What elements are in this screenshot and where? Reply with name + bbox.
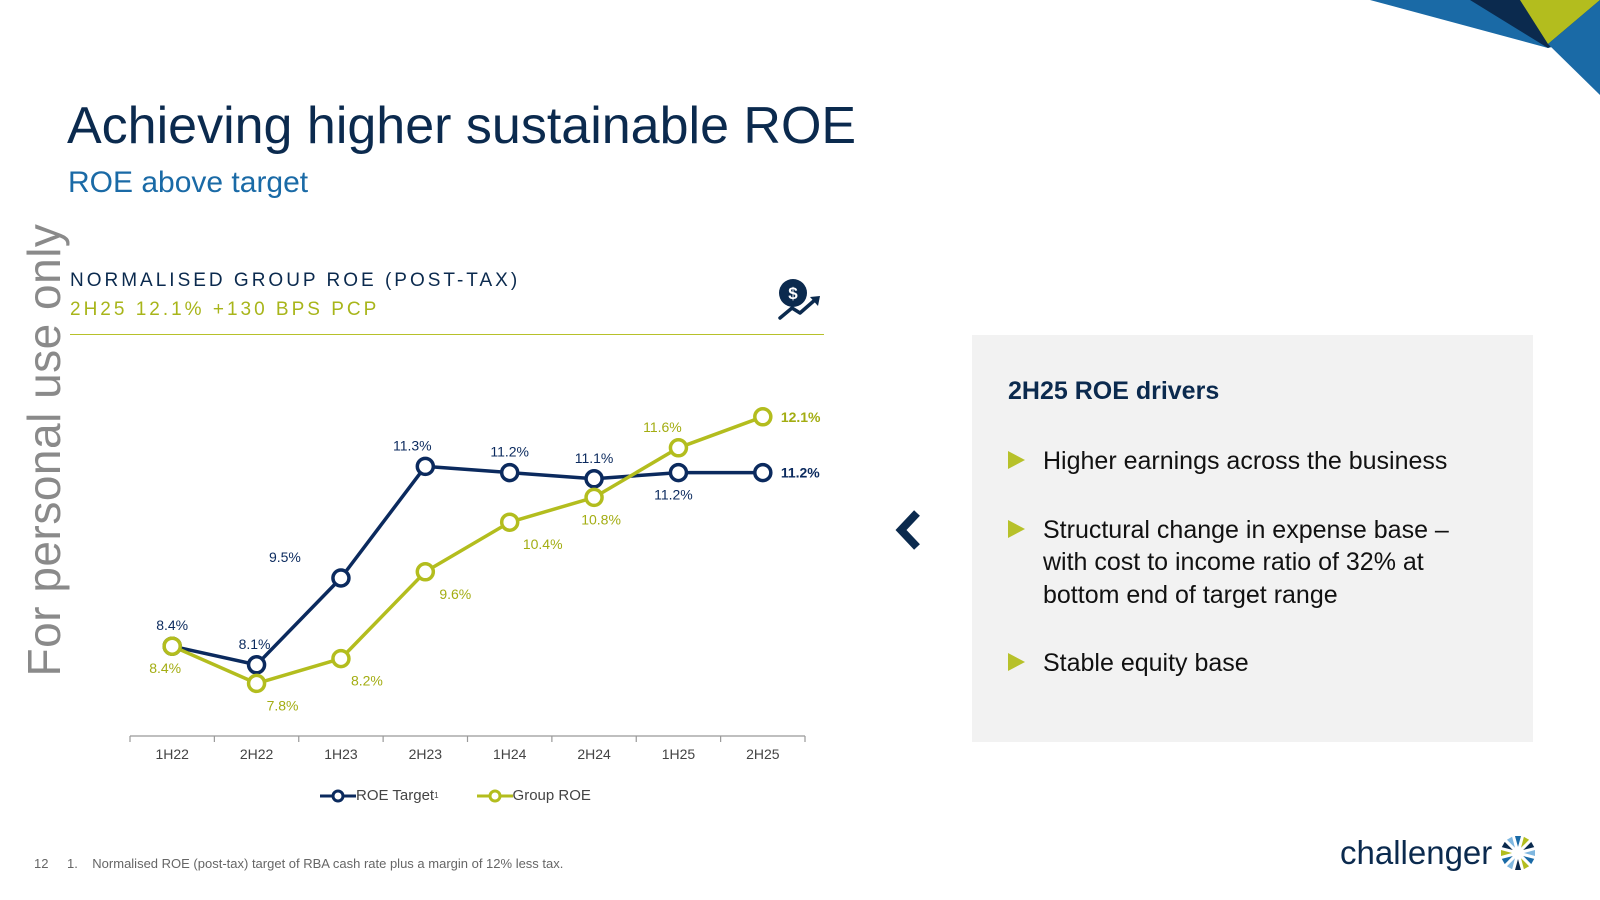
data-label: 8.2% bbox=[351, 673, 383, 689]
x-tick-label: 2H23 bbox=[409, 746, 443, 762]
challenger-logo: challenger bbox=[1340, 833, 1538, 873]
series-point bbox=[246, 673, 267, 694]
page-number: 12 bbox=[34, 856, 49, 871]
chart-subheading: 2H25 12.1% +130 BPS PCP bbox=[70, 299, 380, 320]
data-label: 9.5% bbox=[269, 549, 301, 565]
data-label: 11.1% bbox=[575, 450, 614, 466]
legend-label-group-roe: Group ROE bbox=[512, 787, 591, 804]
series-point bbox=[753, 407, 773, 427]
legend-marker-roe-target bbox=[320, 789, 356, 802]
triangle-bullet-icon bbox=[1008, 451, 1025, 469]
series-point bbox=[331, 568, 351, 588]
logo-star-ray bbox=[1501, 850, 1513, 856]
logo-star-ray bbox=[1507, 858, 1516, 870]
x-tick-label: 2H24 bbox=[577, 746, 611, 762]
logo-star-ray bbox=[1515, 859, 1522, 870]
drivers-item-text: Structural change in expense base – with… bbox=[1043, 515, 1449, 609]
chart-legend: ROE Target 1 Group ROE bbox=[320, 787, 591, 804]
drivers-list-item: Stable equity base bbox=[1008, 647, 1498, 680]
series-point bbox=[415, 456, 436, 477]
x-tick-label: 2H22 bbox=[240, 746, 274, 762]
footnote: 1. Normalised ROE (post-tax) target of R… bbox=[67, 856, 564, 871]
data-label: 11.2% bbox=[781, 465, 820, 481]
logo-star-ray bbox=[1515, 836, 1522, 847]
chart-heading: NORMALISED GROUP ROE (POST-TAX) bbox=[70, 270, 521, 291]
page-subtitle: ROE above target bbox=[68, 166, 309, 199]
drivers-list-item: Higher earnings across the business bbox=[1008, 445, 1498, 478]
x-tick-label: 1H25 bbox=[662, 746, 696, 762]
data-label: 10.4% bbox=[523, 536, 563, 552]
x-tick-label: 1H22 bbox=[155, 746, 189, 762]
legend-label-roe-target: ROE Target bbox=[356, 787, 435, 804]
legend-item-group-roe: Group ROE bbox=[476, 787, 591, 804]
triangle-bullet-icon bbox=[1008, 653, 1025, 671]
series-point bbox=[415, 562, 436, 582]
logo-star-ray bbox=[1502, 856, 1514, 865]
data-label: 10.8% bbox=[581, 511, 621, 527]
chart-x-axis: 1H22 2H22 1H23 2H23 1H24 2H24 1H25 2H25 bbox=[129, 735, 806, 762]
series-point bbox=[246, 655, 267, 675]
logo-star-ray bbox=[1523, 841, 1535, 850]
series-point bbox=[668, 438, 689, 458]
chevron-left-icon bbox=[895, 510, 920, 550]
svg-text:$: $ bbox=[788, 284, 798, 303]
drivers-item-text: Higher earnings across the business bbox=[1043, 447, 1448, 475]
drivers-list: Higher earnings across the business Stru… bbox=[1008, 445, 1498, 716]
series-point bbox=[499, 462, 520, 483]
logo-star-icon bbox=[1501, 836, 1536, 870]
logo-star-ray bbox=[1521, 858, 1530, 870]
drivers-heading: 2H25 ROE drivers bbox=[1008, 377, 1220, 405]
roe-line-chart: 1H22 2H22 1H23 2H23 1H24 2H24 1H25 2H25 8.4% 8.1… bbox=[129, 407, 821, 762]
data-label: 8.4% bbox=[149, 660, 181, 676]
logo-star-ray bbox=[1524, 850, 1536, 856]
x-tick-label: 2H25 bbox=[746, 746, 780, 762]
data-label: 8.1% bbox=[239, 636, 271, 652]
logo-star-ray bbox=[1502, 841, 1514, 850]
chart-series bbox=[162, 407, 773, 694]
legend-item-roe-target: ROE Target 1 bbox=[320, 787, 439, 804]
series-point bbox=[668, 462, 689, 483]
series-point bbox=[499, 512, 520, 532]
series-line-roe-target bbox=[171, 464, 763, 667]
chart-heading-divider bbox=[70, 334, 824, 335]
data-label: 11.6% bbox=[643, 419, 682, 435]
roe-drivers-panel: 2H25 ROE drivers Higher earnings across … bbox=[972, 335, 1533, 742]
data-label: 11.2% bbox=[654, 487, 693, 503]
logo-star-ray bbox=[1507, 836, 1516, 848]
logo-star-ray bbox=[1521, 836, 1530, 848]
x-tick-label: 1H23 bbox=[324, 746, 358, 762]
data-label: 12.1% bbox=[781, 409, 821, 425]
logo-text: challenger bbox=[1340, 834, 1493, 871]
page-title: Achieving higher sustainable ROE bbox=[67, 97, 857, 155]
drivers-list-item: Structural change in expense base – with… bbox=[1008, 514, 1498, 612]
series-line-group-roe bbox=[171, 415, 764, 686]
chart-data-labels: 8.4% 8.1% 9.5% 11.3% 11.2% 11.1% 11.2% 11.2% 8.4… bbox=[149, 409, 821, 714]
money-growth-icon: $ bbox=[778, 279, 820, 320]
drivers-item-text: Stable equity base bbox=[1043, 649, 1249, 677]
legend-marker-group-roe bbox=[476, 789, 513, 802]
series-point bbox=[584, 469, 604, 489]
triangle-bullet-icon bbox=[1008, 519, 1025, 538]
watermark-text: For personal use only bbox=[18, 223, 70, 677]
corner-decoration bbox=[1370, 0, 1600, 95]
data-label: 8.4% bbox=[156, 617, 188, 633]
series-point bbox=[753, 462, 773, 483]
series-point bbox=[331, 648, 351, 669]
data-label: 7.8% bbox=[267, 697, 299, 713]
data-label: 11.3% bbox=[393, 437, 432, 453]
data-label: 9.6% bbox=[439, 586, 471, 602]
legend-footnote-marker: 1 bbox=[434, 791, 439, 800]
series-point bbox=[162, 636, 182, 656]
logo-star-ray bbox=[1523, 856, 1535, 865]
data-label: 11.2% bbox=[490, 444, 529, 460]
series-point bbox=[584, 487, 604, 508]
x-tick-label: 1H24 bbox=[493, 746, 527, 762]
